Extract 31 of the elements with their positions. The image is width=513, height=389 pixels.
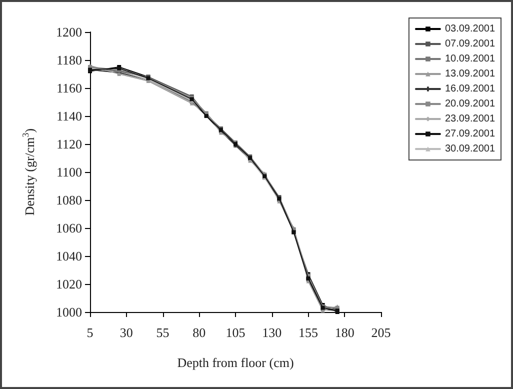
legend-label: 10.09.2001 xyxy=(444,54,496,64)
y-tick-label: 1180 xyxy=(56,52,82,68)
legend-label: 16.09.2001 xyxy=(444,84,496,94)
y-tick-label: 1140 xyxy=(56,108,82,124)
legend-label: 30.09.2001 xyxy=(444,144,496,154)
y-tick-label: 1060 xyxy=(56,220,82,236)
x-tick-label: 105 xyxy=(226,325,246,340)
y-tick-label: 1020 xyxy=(56,276,82,292)
y-tick-label: 1040 xyxy=(56,248,82,264)
y-tick-label: 1080 xyxy=(56,192,82,208)
x-axis-title: Depth from floor (cm) xyxy=(177,355,294,370)
legend-label: 23.09.2001 xyxy=(444,114,496,124)
legend-label: 20.09.2001 xyxy=(444,98,496,110)
x-tick-label: 180 xyxy=(334,325,354,340)
x-tick-label: 80 xyxy=(192,325,206,340)
legend-label: 03.09.2001 xyxy=(444,24,496,34)
y-tick-label: 1100 xyxy=(56,164,82,180)
x-tick-label: 30 xyxy=(120,325,133,340)
y-tick-label: 1160 xyxy=(56,80,82,96)
x-tick-label: 5 xyxy=(86,325,94,340)
x-tick-label: 205 xyxy=(371,325,391,340)
y-tick-label: 1120 xyxy=(56,136,82,152)
legend-label: 07.09.2001 xyxy=(444,38,496,50)
y-tick-label: 1000 xyxy=(56,304,82,320)
x-tick-label: 55 xyxy=(156,325,170,340)
y-axis-title: Density (gr/cm3) xyxy=(20,128,37,216)
y-tick-label: 1200 xyxy=(56,24,82,40)
legend-label: 13.09.2001 xyxy=(444,68,496,80)
x-tick-label: 155 xyxy=(298,325,318,340)
legend-label: 27.09.2001 xyxy=(444,128,496,140)
x-tick-label: 130 xyxy=(262,325,282,340)
